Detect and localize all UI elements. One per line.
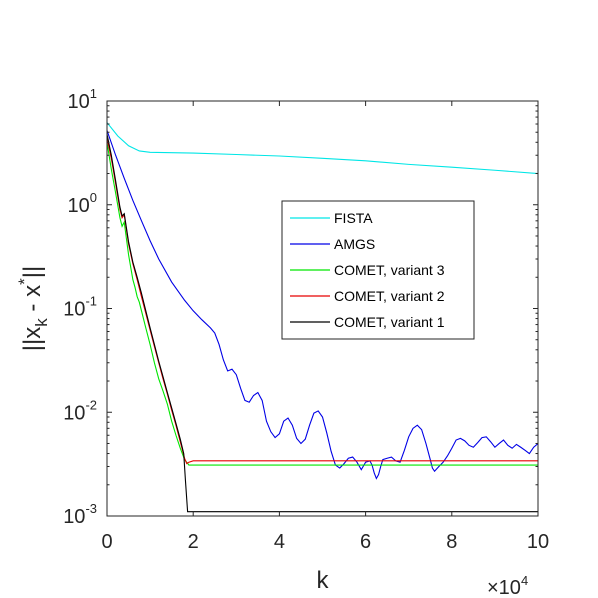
x-axis-multiplier: ×104 bbox=[487, 573, 528, 598]
legend-label: AMGS bbox=[334, 236, 375, 252]
x-axis-label: k bbox=[317, 567, 330, 594]
legend-label: COMET, variant 1 bbox=[334, 314, 445, 330]
legend-label: COMET, variant 2 bbox=[334, 288, 445, 304]
x-tick-label: 2 bbox=[188, 531, 199, 553]
series-line-comet-variant-3 bbox=[107, 142, 538, 466]
x-tick-label: 10 bbox=[527, 531, 549, 553]
y-tick-labels: 10-3 10-2 10-1 100 101 bbox=[63, 86, 97, 528]
plot-lines bbox=[107, 122, 538, 513]
series-line-amgs bbox=[107, 130, 538, 480]
x-tick-label: 4 bbox=[274, 531, 285, 553]
x-tick-label: 8 bbox=[446, 531, 457, 553]
x-tick-label: 6 bbox=[360, 531, 371, 553]
x-tick-labels: 0 2 4 6 8 10 bbox=[101, 531, 549, 553]
y-tick-label: 10-3 bbox=[63, 501, 97, 528]
legend-label: FISTA bbox=[334, 210, 373, 226]
axis-ticks bbox=[106, 100, 539, 517]
y-tick-label: 10-2 bbox=[63, 397, 97, 424]
y-tick-label: 101 bbox=[68, 86, 97, 113]
y-tick-label: 10-1 bbox=[63, 294, 97, 321]
x-tick-label: 0 bbox=[101, 531, 112, 553]
y-axis-label: ||xk - x*|| bbox=[15, 266, 51, 351]
series-line-fista bbox=[107, 122, 538, 175]
legend: FISTA AMGS COMET, variant 3 COMET, variant … bbox=[281, 200, 475, 340]
y-tick-label: 100 bbox=[68, 190, 97, 217]
legend-label: COMET, variant 3 bbox=[334, 262, 445, 278]
series-line-comet-variant-1 bbox=[107, 133, 538, 513]
